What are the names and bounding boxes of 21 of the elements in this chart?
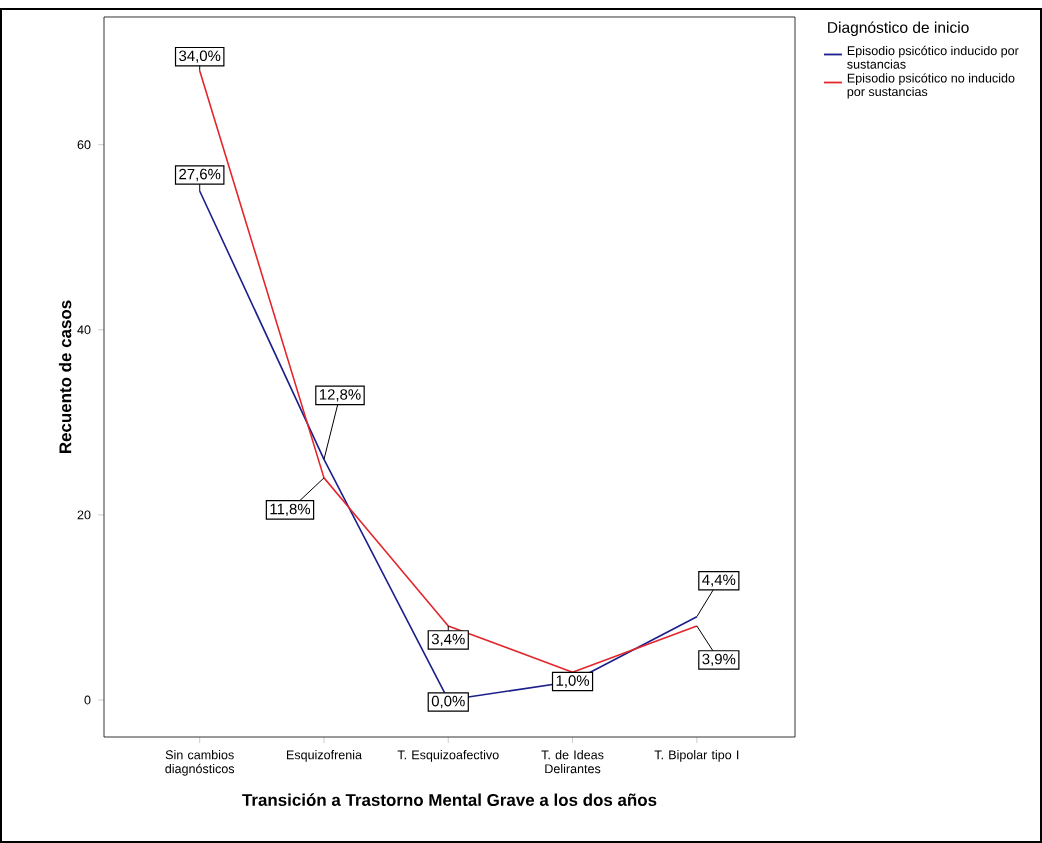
y-tick-label: 0 bbox=[84, 695, 91, 705]
legend-label: Episodio psicótico inducido por sustancias bbox=[847, 45, 1019, 69]
legend-title: Diagnóstico de inicio bbox=[828, 21, 969, 37]
x-tick-label: T. Esquizoafectivo bbox=[397, 750, 499, 762]
annotation: 11,8% bbox=[270, 503, 311, 517]
x-tick-label: T. Bipolar tipo I bbox=[654, 750, 739, 762]
y-tick-label: 20 bbox=[77, 510, 91, 520]
annotation: 27,6% bbox=[179, 168, 221, 182]
x-tick-label: T. de Ideas Delirantes bbox=[541, 750, 604, 774]
annotation: 34,0% bbox=[179, 50, 221, 63]
y-tick-label: 40 bbox=[77, 325, 91, 335]
x-tick-label: Esquizofrenia bbox=[286, 750, 363, 762]
annotation: 4,4% bbox=[702, 574, 736, 587]
legend-label: Episodio psicótico no inducido por sustancias bbox=[847, 73, 1015, 99]
y-tick-label: 60 bbox=[77, 140, 91, 150]
annotation: 12,8% bbox=[319, 389, 361, 402]
x-tick-label: Sin cambios diagnósticos bbox=[165, 750, 235, 776]
y-axis-title: Recuento de casos bbox=[58, 300, 72, 454]
annotation: 3,4% bbox=[431, 633, 465, 647]
x-axis-title: Transición a Trastorno Mental Grave a los dos años bbox=[242, 793, 657, 806]
annotation: 3,9% bbox=[702, 653, 736, 667]
